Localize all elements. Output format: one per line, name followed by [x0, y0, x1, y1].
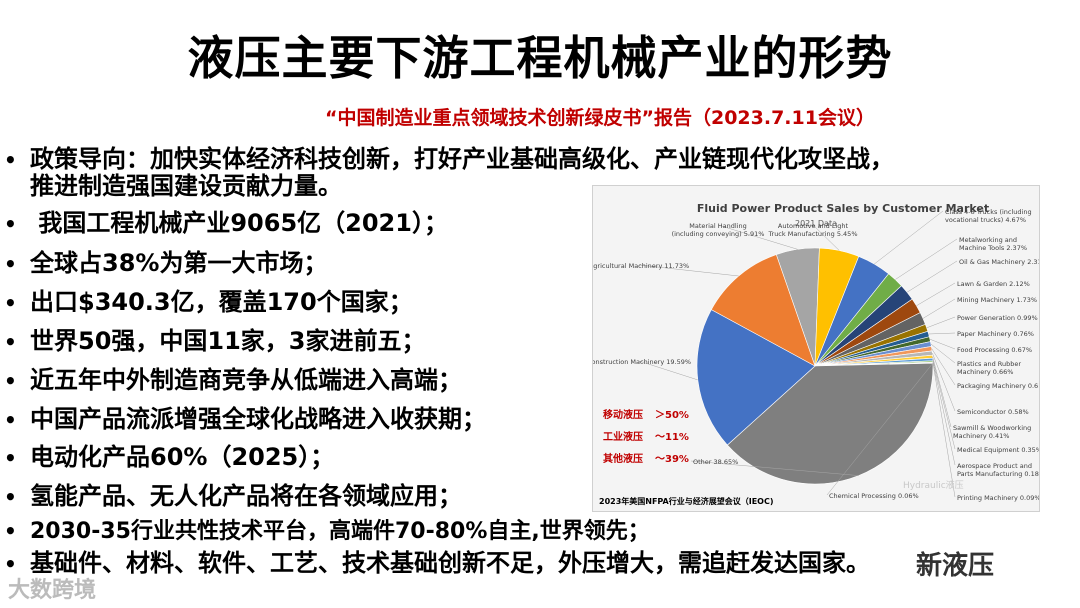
slice-label: Metalworking and Machine Tools 2.37%: [959, 236, 1027, 252]
leader-line: [929, 338, 956, 350]
leader-line: [932, 361, 956, 466]
bullet-text: 近五年中外制造商竞争从低端进入高端；: [30, 366, 462, 394]
leader-line: [932, 356, 952, 428]
leader-line: [932, 352, 956, 412]
bullet-text: 世界50强，中国11家，3家进前五；: [30, 327, 426, 355]
bullet-text: 出口$340.3亿，覆盖170个国家；: [30, 288, 413, 316]
bullet-text: 中国产品流派增强全球化战略进入收获期；: [30, 405, 486, 433]
watermark: Hydraulic液压: [903, 479, 964, 491]
leader-line: [916, 282, 956, 306]
bullet-dot: •: [4, 485, 17, 509]
report-subtitle: “中国制造业重点领域技术创新绿皮书”报告（2023.7.11会议）: [325, 107, 875, 129]
bullet-text: 政策导向：加快实体经济科技创新，打好产业基础高级化、产业链现代化攻坚战，: [30, 145, 894, 173]
slice-label: Other 38.65%: [693, 458, 738, 466]
bullet-item: • 中国产品流派增强全球化战略进入收获期；: [4, 405, 486, 434]
leader-line: [922, 298, 956, 319]
bullet-item: • 氢能产品、无人化产品将在各领域应用；: [4, 482, 462, 511]
annotation-value: ～11%: [655, 432, 689, 443]
leader-line: [690, 460, 859, 476]
leader-line: [638, 360, 698, 381]
slice-label: Printing Machinery 0.09%: [957, 494, 1039, 502]
slice-label: Agricultural Machinery 11.73%: [593, 262, 689, 270]
pie-chart: Fluid Power Product Sales by Customer Ma…: [593, 202, 1039, 506]
bullet-dot: •: [4, 148, 17, 172]
slice-label: Class 4-8 Trucks (including vocational tr…: [945, 208, 1032, 224]
bullet-item: • 近五年中外制造商竞争从低端进入高端；: [4, 366, 462, 395]
footer-right-logo: 新液压: [916, 551, 995, 581]
slice-label: Food Processing 0.67%: [957, 346, 1032, 354]
leader-line: [906, 260, 958, 293]
bullet-dot: •: [4, 291, 17, 315]
bullet-dot: •: [4, 252, 17, 276]
pie-chart-card: Fluid Power Product Sales by Customer Ma…: [592, 185, 1040, 512]
leader-line: [932, 362, 956, 498]
bullet-item: • 出口$340.3亿，覆盖170个国家；: [4, 288, 413, 317]
leader-line: [928, 332, 956, 335]
leader-line: [826, 362, 934, 496]
leader-line: [926, 316, 956, 329]
bullet-item: • 电动化产品60%（2025）；: [4, 443, 334, 472]
leader-line: [931, 348, 956, 386]
bullet-item: • 世界50强，中国11家，3家进前五；: [4, 327, 426, 356]
bullet-dot: •: [4, 519, 17, 543]
slice-label: Sawmill & Woodworking Machinery 0.41%: [953, 424, 1031, 440]
leader-line: [874, 210, 944, 265]
leader-line: [930, 343, 956, 364]
footer-left-logo: 大数跨境: [8, 578, 97, 603]
slice-label: Mining Machinery 1.73%: [957, 296, 1037, 304]
bullet-item: • 2030-35行业共性技术平台，高端件70-80%自主,世界领先；: [4, 516, 650, 546]
slice-label: Chemical Processing 0.06%: [829, 492, 919, 500]
bullet-text: 我国工程机械产业9065亿（2021）；: [30, 209, 448, 237]
page-title: 液压主要下游工程机械产业的形势: [187, 31, 893, 85]
bullet-dot: •: [4, 552, 17, 576]
chart-source: 2023年美国NFPA行业与经济展望会议（IEOC): [599, 496, 774, 506]
leader-line: [932, 359, 956, 450]
slice-label: Packaging Machinery 0.61%: [957, 382, 1039, 390]
slice-label: Lawn & Garden 2.12%: [957, 280, 1030, 288]
bullet-item: • 基础件、材料、软件、工艺、技术基础创新不足，外压增大，需追赶发达国家。: [4, 549, 870, 578]
slice-label: Medical Equipment 0.35%: [957, 446, 1039, 454]
slice-label: Paper Machinery 0.76%: [957, 330, 1034, 338]
annotation-label: 其他液压: [603, 452, 643, 465]
bullet-item: • 全球占38%为第一大市场；: [4, 249, 327, 278]
leader-line: [717, 224, 798, 250]
slice-label: Automotive and Light Truck Manufacturing …: [768, 222, 858, 238]
annotation-value: ＞50%: [655, 409, 689, 421]
bullet-text: 氢能产品、无人化产品将在各领域应用；: [30, 482, 462, 510]
annotation-label: 移动液压: [603, 408, 643, 421]
bullet-dot: •: [4, 212, 17, 236]
pie-slice: [726, 362, 934, 485]
pie-slice: [696, 309, 816, 446]
annotation-value: ～39%: [655, 454, 689, 465]
bullet-text-cont: 推进制造强国建设贡献力量。: [30, 172, 342, 200]
slice-label: Aerospace Product and Parts Manufacturing…: [957, 462, 1039, 478]
bullet-dot: •: [4, 408, 17, 432]
slice-label: Plastics and Rubber Machinery 0.66%: [957, 360, 1021, 376]
leader-line: [895, 238, 958, 280]
slice-label: Oil & Gas Machinery 2.31%: [959, 258, 1039, 266]
slice-label: Power Generation 0.99%: [957, 314, 1038, 322]
slice-label: Construction Machinery 19.59%: [593, 358, 691, 366]
bullet-item: • 政策导向：加快实体经济科技创新，打好产业基础高级化、产业链现代化攻坚战， 推进制…: [4, 145, 894, 200]
bullet-text: 基础件、材料、软件、工艺、技术基础创新不足，外压增大，需追赶发达国家。: [30, 549, 870, 577]
bullet-text: 全球占38%为第一大市场；: [30, 249, 328, 277]
bullet-text: 电动化产品60%（2025）；: [30, 443, 335, 471]
slice-label: Material Handling (including conveying) 5…: [672, 222, 765, 238]
slice-label: Semiconductor 0.58%: [957, 408, 1029, 416]
leader-line: [638, 264, 739, 277]
chart-subtitle: 2021 Data: [795, 219, 837, 228]
chart-title: Fluid Power Product Sales by Customer Ma…: [697, 202, 989, 215]
annotation-label: 工业液压: [603, 430, 643, 443]
bullet-text: 2030-35行业共性技术平台，高端件70-80%自主,世界领先；: [30, 519, 650, 544]
bullet-dot: •: [4, 369, 17, 393]
bullet-dot: •: [4, 446, 17, 470]
bullet-item: • 我国工程机械产业9065亿（2021）；: [4, 209, 448, 238]
bullet-dot: •: [4, 330, 17, 354]
leader-line: [812, 224, 840, 251]
